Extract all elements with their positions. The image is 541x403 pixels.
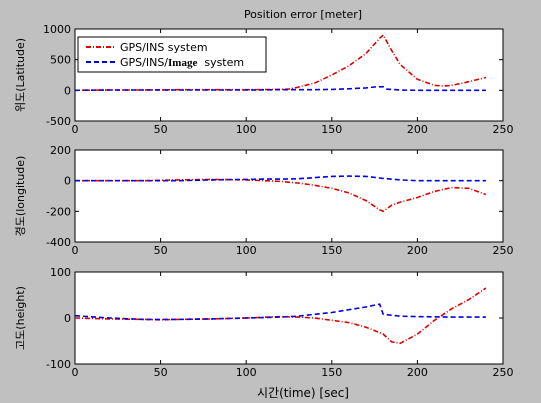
x-tick-label: 200 — [407, 244, 428, 257]
legend-label-prefix: GPS/INS/ — [120, 56, 168, 69]
plot-area — [74, 149, 504, 243]
y-tick-label: -500 — [46, 115, 71, 128]
y-tick-label: 500 — [50, 54, 71, 67]
legend-label-gps-ins-image: GPS/INS/Image system — [120, 56, 244, 69]
x-tick-label: 250 — [493, 244, 514, 257]
x-tick-label: 250 — [493, 366, 514, 379]
y-tick-label: -100 — [46, 358, 71, 371]
x-tick-label: 150 — [321, 123, 342, 136]
x-tick-label: 150 — [321, 244, 342, 257]
panels-group: 0 50 100 150 200 250-50005001000위도(Latitude)0… — [14, 23, 514, 379]
y-tick-label: 0 — [64, 312, 71, 325]
y-tick-label: 0 — [64, 175, 71, 188]
y-tick-label: 200 — [50, 144, 71, 157]
series-line-gps-ins-image — [74, 85, 486, 92]
x-tick-label: 0 — [72, 244, 79, 257]
series-line-gps-ins-image — [74, 303, 486, 321]
x-tick-label: 50 — [154, 123, 168, 136]
y-tick-label: 100 — [50, 266, 71, 279]
x-tick-label: 250 — [493, 123, 514, 136]
x-tick-label: 50 — [154, 244, 168, 257]
figure-title: Position error [meter] — [244, 8, 362, 21]
legend-box — [77, 36, 267, 73]
legend-label-suffix: system — [197, 56, 244, 69]
y-axis-label: 고도(height) — [14, 286, 27, 350]
y-tick-label: 1000 — [43, 23, 71, 36]
x-axis-label: 시간(time) [sec] — [257, 386, 349, 400]
x-tick-label: 100 — [236, 123, 257, 136]
x-tick-label: 100 — [236, 366, 257, 379]
x-tick-label: 0 — [72, 123, 79, 136]
x-tick-label: 150 — [321, 366, 342, 379]
series-line-gps-ins — [74, 33, 487, 92]
panel-2: 0 50 100 150 200 250 -400 -200 0 200 경도(longitude) — [14, 144, 514, 257]
legend-label-gps-ins: GPS/INS system — [120, 41, 208, 54]
y-axis-label: 위도(Latitude) — [14, 38, 27, 112]
y-tick-label: -400 — [46, 236, 71, 249]
x-tick-label: 200 — [407, 366, 428, 379]
y-axis-label: 경도(longitude) — [14, 156, 27, 237]
y-tick-label: -200 — [46, 205, 71, 218]
x-tick-label: 200 — [407, 123, 428, 136]
series-line-gps-ins-image — [75, 175, 486, 182]
x-tick-label: 0 — [72, 366, 79, 379]
x-tick-label: 50 — [154, 366, 168, 379]
x-tick-label: 100 — [236, 244, 257, 257]
legend-label-bold: Image — [168, 57, 197, 69]
plot-area — [74, 271, 504, 365]
legend: GPS/INS system GPS/INS/Image system — [77, 36, 267, 73]
y-tick-label: 0 — [64, 84, 71, 97]
